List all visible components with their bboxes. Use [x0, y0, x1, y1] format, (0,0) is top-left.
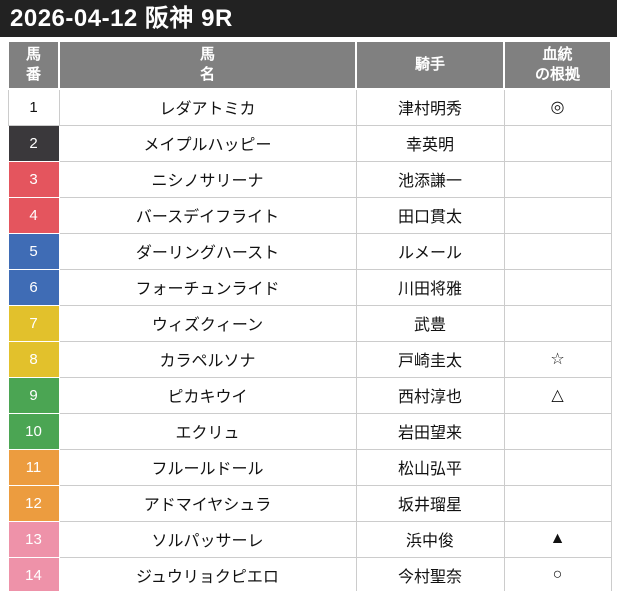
pedigree-mark-cell [503, 232, 612, 270]
jockey-cell: 岩田望来 [355, 412, 505, 450]
pedigree-mark-cell [503, 196, 612, 234]
table-row: 14 ジュウリョクピエロ 今村聖奈 ○ [7, 556, 612, 591]
table-row: 8 カラペルソナ 戸崎圭太 ☆ [7, 340, 612, 378]
race-title: 2026-04-12 阪神 9R [10, 5, 233, 32]
table-header-row: 馬 番 馬 名 騎手 血統 の根拠 [7, 40, 612, 90]
horse-number-cell: 5 [7, 232, 60, 270]
horse-number-cell: 13 [7, 520, 60, 558]
pedigree-mark-cell: △ [503, 376, 612, 414]
table-row: 11 フルールドール 松山弘平 [7, 448, 612, 486]
pedigree-mark-cell [503, 412, 612, 450]
horse-name-cell: フルールドール [58, 448, 357, 486]
horse-name-cell: ニシノサリーナ [58, 160, 357, 198]
jockey-cell: 今村聖奈 [355, 556, 505, 591]
table-row: 6 フォーチュンライド 川田将雅 [7, 268, 612, 306]
jockey-cell: 川田将雅 [355, 268, 505, 306]
jockey-cell: 田口貫太 [355, 196, 505, 234]
horse-name-cell: ソルパッサーレ [58, 520, 357, 558]
jockey-cell: 坂井瑠星 [355, 484, 505, 522]
pedigree-mark-cell [503, 484, 612, 522]
pedigree-mark-cell [503, 268, 612, 306]
jockey-cell: 西村淳也 [355, 376, 505, 414]
pedigree-mark-cell: ☆ [503, 340, 612, 378]
jockey-cell: 武豊 [355, 304, 505, 342]
column-header-horse-number: 馬 番 [7, 40, 60, 90]
horse-name-cell: カラペルソナ [58, 340, 357, 378]
jockey-cell: 津村明秀 [355, 88, 505, 126]
jockey-cell: 池添謙一 [355, 160, 505, 198]
table-row: 5 ダーリングハースト ルメール [7, 232, 612, 270]
horse-name-cell: アドマイヤシュラ [58, 484, 357, 522]
table-row: 13 ソルパッサーレ 浜中俊 ▲ [7, 520, 612, 558]
table-row: 10 エクリュ 岩田望来 [7, 412, 612, 450]
table-row: 12 アドマイヤシュラ 坂井瑠星 [7, 484, 612, 522]
horse-name-cell: ジュウリョクピエロ [58, 556, 357, 591]
jockey-cell: 幸英明 [355, 124, 505, 162]
column-header-pedigree-basis: 血統 の根拠 [503, 40, 612, 90]
horse-number-cell: 6 [7, 268, 60, 306]
jockey-cell: 浜中俊 [355, 520, 505, 558]
table-header: 馬 番 馬 名 騎手 血統 の根拠 [7, 40, 612, 90]
table-row: 2 メイプルハッピー 幸英明 [7, 124, 612, 162]
pedigree-mark-cell [503, 448, 612, 486]
jockey-cell: 松山弘平 [355, 448, 505, 486]
pedigree-mark-cell [503, 124, 612, 162]
horse-name-cell: エクリュ [58, 412, 357, 450]
horse-number-cell: 7 [7, 304, 60, 342]
column-header-jockey: 騎手 [355, 40, 505, 90]
table-row: 3 ニシノサリーナ 池添謙一 [7, 160, 612, 198]
pedigree-mark-cell: ◎ [503, 88, 612, 126]
horse-name-cell: フォーチュンライド [58, 268, 357, 306]
horse-name-cell: レダアトミカ [58, 88, 357, 126]
pedigree-mark-cell: ○ [503, 556, 612, 591]
table-body: 1 レダアトミカ 津村明秀 ◎ 2 メイプルハッピー 幸英明 3 ニシノサリーナ 池添謙一 4 バース… [7, 88, 612, 591]
horse-name-cell: ピカキウイ [58, 376, 357, 414]
horse-number-cell: 11 [7, 448, 60, 486]
horse-number-cell: 14 [7, 556, 60, 591]
horse-number-cell: 10 [7, 412, 60, 450]
column-header-horse-name: 馬 名 [58, 40, 357, 90]
horse-name-cell: ウィズクィーン [58, 304, 357, 342]
horse-number-cell: 1 [7, 88, 60, 126]
jockey-cell: ルメール [355, 232, 505, 270]
pedigree-mark-cell: ▲ [503, 520, 612, 558]
table-row: 7 ウィズクィーン 武豊 [7, 304, 612, 342]
horse-number-cell: 4 [7, 196, 60, 234]
pedigree-mark-cell [503, 160, 612, 198]
horse-name-cell: ダーリングハースト [58, 232, 357, 270]
horse-number-cell: 12 [7, 484, 60, 522]
table-row: 9 ピカキウイ 西村淳也 △ [7, 376, 612, 414]
horse-name-cell: バースデイフライト [58, 196, 357, 234]
horse-number-cell: 2 [7, 124, 60, 162]
horse-number-cell: 8 [7, 340, 60, 378]
pedigree-mark-cell [503, 304, 612, 342]
table-row: 4 バースデイフライト 田口貫太 [7, 196, 612, 234]
table-row: 1 レダアトミカ 津村明秀 ◎ [7, 88, 612, 126]
jockey-cell: 戸崎圭太 [355, 340, 505, 378]
horse-number-cell: 9 [7, 376, 60, 414]
horse-number-cell: 3 [7, 160, 60, 198]
race-title-bar: 2026-04-12 阪神 9R [0, 0, 617, 37]
horse-name-cell: メイプルハッピー [58, 124, 357, 162]
race-entries-table: 馬 番 馬 名 騎手 血統 の根拠 1 レダアトミカ 津村明秀 ◎ 2 メイプルハッピー幸… [7, 40, 612, 591]
